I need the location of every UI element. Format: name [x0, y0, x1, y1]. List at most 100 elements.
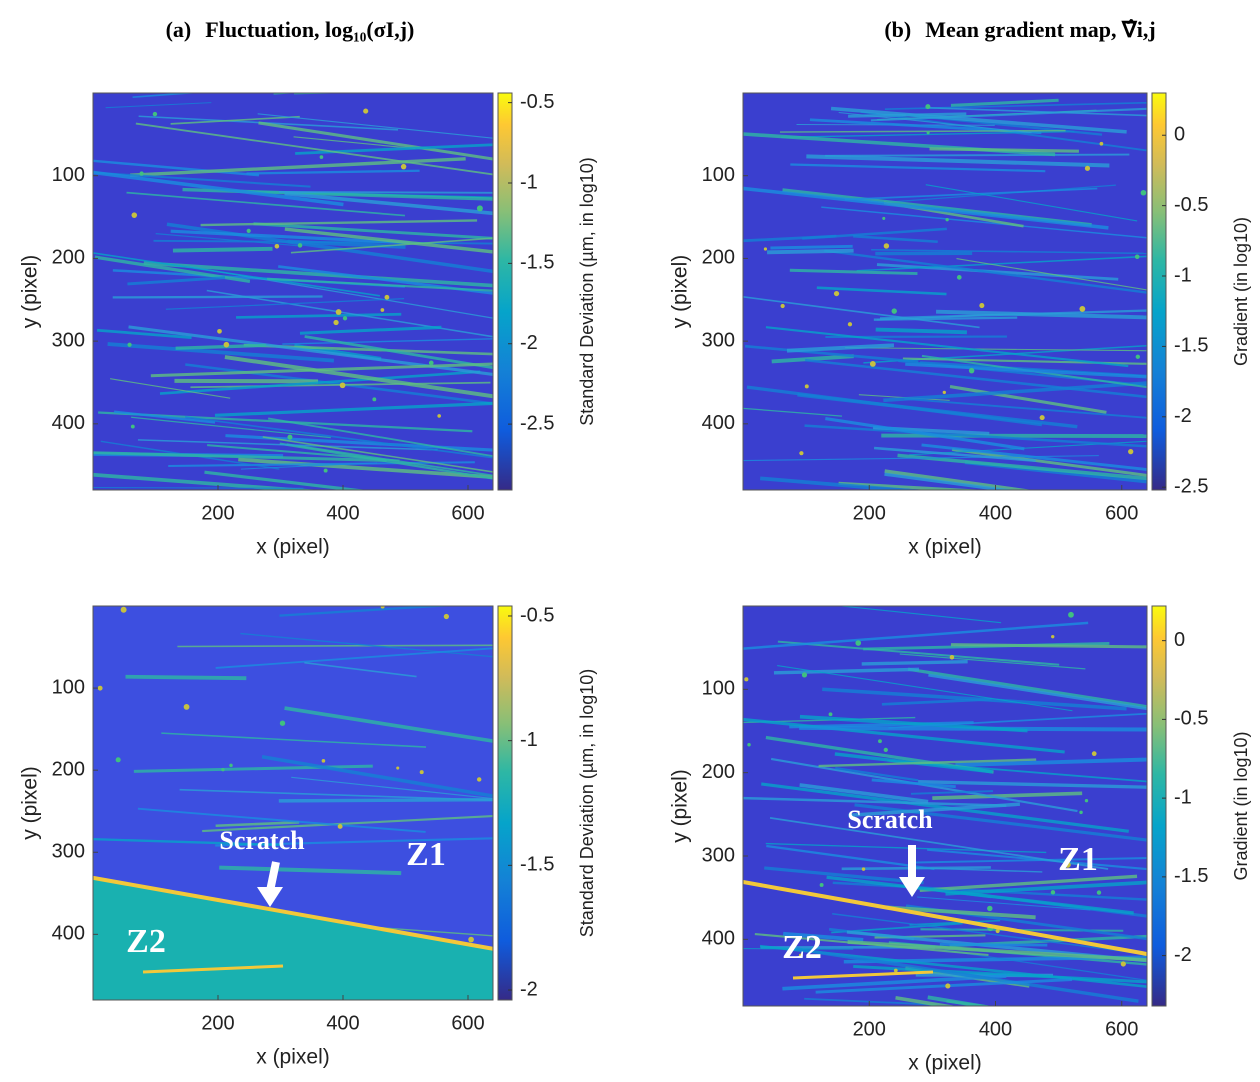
streak: [956, 258, 1147, 291]
y-tick-label: 200: [702, 761, 735, 783]
speck: [476, 205, 483, 212]
x-tick-label: 200: [853, 1018, 886, 1040]
streak: [743, 295, 980, 329]
speck: [763, 247, 768, 251]
streak: [905, 362, 1147, 379]
streak: [825, 417, 1025, 451]
streak: [816, 286, 947, 296]
streak: [899, 653, 1086, 670]
streak: [137, 439, 438, 451]
streak: [884, 101, 1147, 110]
title-text: Mean gradient map, ∇̂i,j: [925, 17, 1155, 42]
speck: [995, 928, 1000, 934]
streak: [179, 788, 493, 801]
streak: [170, 229, 410, 245]
y-tick-label: 100: [52, 676, 85, 698]
colorbar-tick-label: -1.5: [520, 854, 554, 876]
streak: [950, 98, 1059, 107]
streak: [932, 791, 1083, 801]
x-tick-label: 200: [853, 502, 886, 524]
scratch-line: [142, 964, 284, 974]
streak: [304, 661, 417, 678]
speck: [297, 243, 303, 248]
streak: [743, 407, 843, 417]
streak: [284, 191, 493, 216]
streak: [299, 325, 442, 335]
speck: [428, 360, 434, 366]
streak: [133, 764, 373, 773]
y-tick-label: 300: [52, 841, 85, 863]
chart-title: (a) Fluctuation, log₁₀(σI,j): [166, 17, 415, 42]
speck: [130, 424, 135, 429]
speck: [1064, 861, 1071, 868]
streak: [291, 776, 493, 800]
x-tick-label: 600: [451, 502, 484, 524]
speck: [883, 747, 888, 753]
streak: [258, 121, 493, 161]
speck: [321, 759, 326, 763]
colorbar-tick-label: -1.5: [520, 252, 554, 274]
streak: [875, 327, 967, 335]
colorbar-tick-label: -1: [1174, 264, 1192, 286]
speck: [1084, 799, 1089, 803]
streak: [93, 252, 381, 297]
speck: [1091, 751, 1097, 757]
streak: [93, 159, 260, 177]
x-axis-label: x (pixel): [908, 536, 982, 559]
speck: [1120, 961, 1126, 967]
speck: [819, 882, 824, 887]
x-tick-label: 200: [201, 502, 234, 524]
speck: [333, 319, 339, 326]
streak: [918, 780, 1147, 789]
streak: [175, 343, 267, 350]
streak: [929, 147, 1079, 153]
streak: [293, 93, 354, 95]
streak: [767, 248, 854, 255]
speck: [476, 777, 482, 782]
speck: [384, 294, 390, 300]
streak: [897, 453, 1147, 481]
colorbar-tick-label: -1: [520, 729, 538, 751]
speck: [1099, 141, 1104, 146]
x-tick-label: 600: [1105, 502, 1138, 524]
heatmap-image: [743, 93, 1147, 490]
y-tick-label: 200: [702, 247, 735, 269]
streak: [902, 357, 1147, 365]
streak: [214, 401, 493, 417]
speck: [968, 367, 975, 374]
y-axis-label: y (pixel): [669, 255, 692, 329]
x-tick-label: 600: [451, 1012, 484, 1034]
streak: [936, 309, 1147, 320]
streak: [845, 347, 1147, 352]
streak: [907, 667, 1147, 709]
streak: [127, 276, 226, 286]
streak: [743, 186, 1109, 230]
streak: [743, 948, 854, 950]
streak: [261, 755, 493, 798]
colorbar: [1151, 92, 1167, 491]
colorbar-tick-label: -1.5: [1174, 865, 1208, 887]
speck: [987, 905, 993, 912]
speck: [437, 414, 441, 418]
streak: [773, 667, 920, 675]
streak: [950, 643, 1147, 649]
streak: [290, 237, 493, 254]
x-axis-label: x (pixel): [256, 1046, 330, 1069]
colorbar-tick-label: -1: [520, 171, 538, 193]
speck: [363, 108, 369, 114]
speck: [223, 341, 230, 348]
streak: [207, 444, 400, 462]
arrow-shaft: [266, 861, 280, 892]
streak: [927, 848, 1147, 871]
streak: [856, 255, 1147, 272]
streak: [150, 362, 493, 378]
streak: [870, 107, 1147, 122]
scratch-line: [743, 880, 1147, 956]
streak: [844, 187, 1098, 201]
streak: [126, 191, 406, 217]
streak: [93, 837, 280, 847]
streak: [760, 476, 925, 490]
streak: [93, 487, 304, 489]
streak: [886, 905, 1036, 920]
speck: [183, 704, 190, 710]
